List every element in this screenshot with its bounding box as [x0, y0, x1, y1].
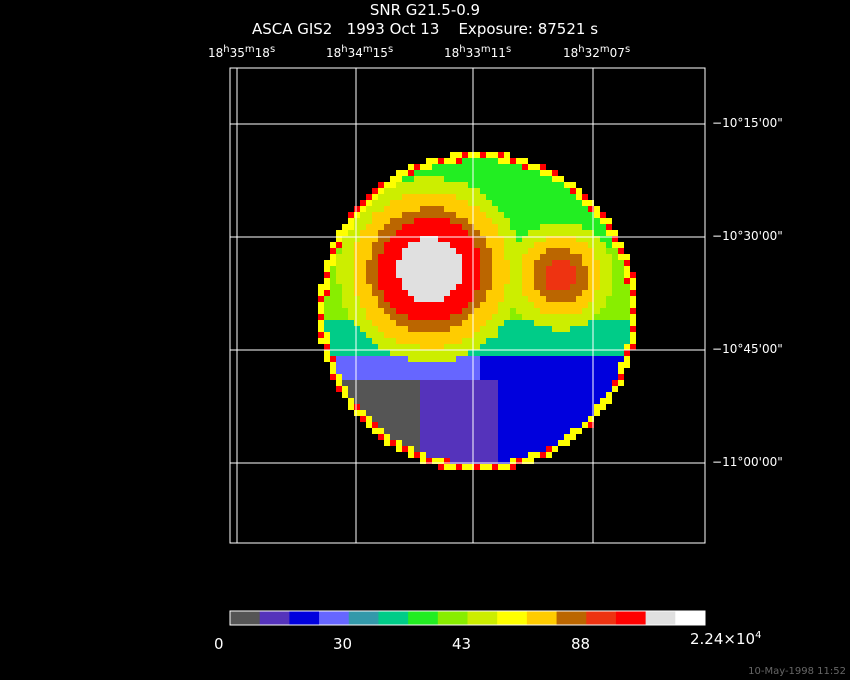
xray-intensity-map [318, 152, 636, 470]
colorbar-label-43: 43 [452, 635, 472, 653]
colorbar-cell [289, 611, 320, 625]
image-subtitle: ASCA GIS2 1993 Oct 13 Exposure: 87521 s [251, 20, 599, 38]
colorbar-frame [229, 610, 706, 626]
colorbar-cell [645, 611, 676, 625]
colorbar-cell [437, 611, 468, 625]
colorbar-cell [615, 611, 647, 625]
ra-label-4: 18h32m07s [563, 44, 631, 60]
image-title: SNR G21.5-0.9 [369, 1, 481, 19]
colorbar-cell [378, 611, 409, 625]
colorbar-cell [230, 611, 261, 625]
ra-label-1: 18h35m18s [208, 44, 276, 60]
colorbar-label-30: 30 [333, 635, 353, 653]
colorbar-cell [556, 611, 587, 625]
colorbar-cell [675, 611, 706, 625]
colorbar-cell [586, 611, 617, 625]
colorbar-cell [467, 611, 498, 625]
dec-label-3: −10°45'00" [712, 342, 783, 356]
dec-label-2: −10°30'00" [712, 229, 783, 243]
dec-label-4: −11°00'00" [712, 455, 783, 469]
colorbar-cell [526, 611, 558, 625]
colorbar-cell [319, 611, 350, 625]
coordinate-grid [230, 68, 705, 543]
dec-label-1: −10°15'00" [712, 116, 783, 130]
ra-label-3: 18h33m11s [444, 44, 512, 60]
colorbar-label-0: 0 [214, 635, 224, 653]
plot-frame [229, 67, 706, 544]
colorbar-cell [259, 611, 290, 625]
colorbar-label-max: 2.24×104 [690, 630, 762, 648]
ra-label-2: 18h34m15s [326, 44, 394, 60]
colorbar-label-88: 88 [571, 635, 591, 653]
colorbar-cell [497, 611, 528, 625]
colorbar-cell [408, 611, 439, 625]
timestamp: 10-May-1998 11:52 [748, 666, 846, 677]
colorbar-cell [348, 611, 379, 625]
